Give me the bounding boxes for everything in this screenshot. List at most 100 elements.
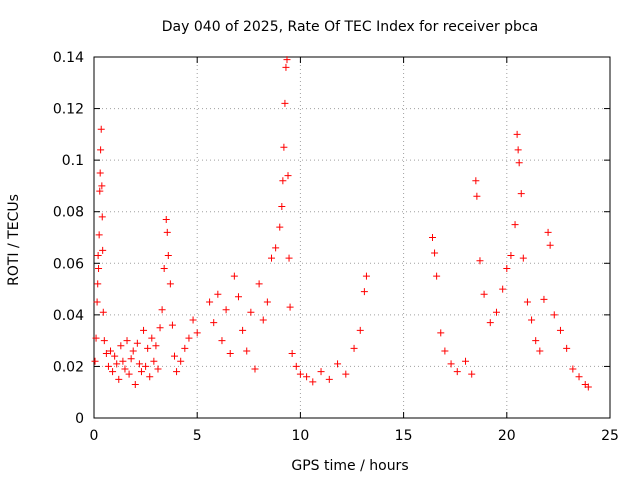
data-point bbox=[433, 272, 441, 280]
data-point bbox=[142, 362, 150, 370]
data-point bbox=[96, 169, 104, 177]
data-point bbox=[247, 308, 255, 316]
data-point bbox=[177, 357, 185, 365]
data-point bbox=[137, 368, 145, 376]
data-point bbox=[170, 352, 178, 360]
data-point bbox=[158, 306, 166, 314]
data-point bbox=[96, 187, 104, 195]
data-point bbox=[95, 231, 103, 239]
data-point bbox=[513, 130, 521, 138]
data-point bbox=[569, 365, 577, 373]
data-point bbox=[511, 221, 519, 229]
data-point bbox=[255, 280, 263, 288]
y-tick-label: 0.02 bbox=[53, 359, 84, 375]
data-point bbox=[129, 347, 137, 355]
data-point bbox=[123, 337, 131, 345]
data-point bbox=[303, 373, 311, 381]
data-point bbox=[111, 352, 119, 360]
data-point bbox=[95, 264, 103, 272]
data-point bbox=[532, 337, 540, 345]
data-point bbox=[360, 288, 368, 296]
data-point bbox=[131, 380, 139, 388]
data-point bbox=[563, 344, 571, 352]
data-point bbox=[362, 272, 370, 280]
data-point bbox=[317, 368, 325, 376]
data-point bbox=[218, 337, 226, 345]
data-point bbox=[519, 254, 527, 262]
data-point bbox=[550, 311, 558, 319]
data-point bbox=[92, 334, 100, 342]
data-point bbox=[163, 228, 171, 236]
data-point bbox=[164, 252, 172, 260]
data-point bbox=[278, 203, 286, 211]
x-tick-label: 10 bbox=[291, 428, 309, 444]
data-point bbox=[148, 334, 156, 342]
data-point bbox=[486, 319, 494, 327]
data-point bbox=[536, 347, 544, 355]
data-point bbox=[282, 63, 290, 71]
data-point bbox=[431, 249, 439, 257]
grid bbox=[94, 57, 610, 418]
data-point bbox=[499, 285, 507, 293]
data-point bbox=[575, 373, 583, 381]
x-tick-label: 5 bbox=[193, 428, 202, 444]
data-point bbox=[517, 190, 525, 198]
data-point bbox=[97, 146, 105, 154]
x-tick-label: 25 bbox=[601, 428, 619, 444]
data-point bbox=[453, 368, 461, 376]
data-point bbox=[334, 360, 342, 368]
data-point bbox=[523, 298, 531, 306]
data-point bbox=[121, 365, 129, 373]
data-point bbox=[468, 370, 476, 378]
x-tick-label: 15 bbox=[395, 428, 413, 444]
y-axis-label: ROTI / TECUs bbox=[6, 194, 22, 286]
data-point bbox=[210, 319, 218, 327]
data-point bbox=[243, 347, 251, 355]
data-point bbox=[472, 177, 480, 185]
data-point bbox=[185, 334, 193, 342]
data-point bbox=[154, 365, 162, 373]
data-point bbox=[447, 360, 455, 368]
data-point bbox=[146, 373, 154, 381]
data-point bbox=[99, 308, 107, 316]
y-tick-label: 0 bbox=[75, 411, 84, 427]
data-point bbox=[222, 306, 230, 314]
data-point bbox=[268, 254, 276, 262]
data-point bbox=[288, 350, 296, 358]
data-points bbox=[91, 56, 592, 391]
data-point bbox=[556, 326, 564, 334]
y-tick-label: 0.08 bbox=[53, 205, 84, 221]
data-point bbox=[437, 329, 445, 337]
data-point bbox=[125, 370, 133, 378]
data-point bbox=[98, 213, 106, 221]
data-point bbox=[514, 146, 522, 154]
data-point bbox=[325, 375, 333, 383]
data-point bbox=[150, 357, 158, 365]
x-axis-label: GPS time / hours bbox=[291, 458, 408, 474]
data-point bbox=[97, 125, 105, 133]
data-point bbox=[99, 246, 107, 254]
data-point bbox=[251, 365, 259, 373]
data-point bbox=[528, 316, 536, 324]
data-point bbox=[476, 257, 484, 265]
data-point bbox=[140, 326, 148, 334]
data-point bbox=[168, 321, 176, 329]
data-point bbox=[127, 355, 135, 363]
data-point bbox=[441, 347, 449, 355]
data-point bbox=[356, 326, 364, 334]
data-point bbox=[173, 368, 181, 376]
data-point bbox=[462, 357, 470, 365]
y-tick-label: 0.04 bbox=[53, 308, 84, 324]
data-point bbox=[309, 378, 317, 386]
data-point bbox=[285, 254, 293, 262]
data-point bbox=[276, 223, 284, 231]
data-point bbox=[283, 56, 291, 64]
data-point bbox=[226, 350, 234, 358]
data-point bbox=[94, 280, 102, 288]
data-point bbox=[189, 316, 197, 324]
data-point bbox=[102, 350, 110, 358]
data-point bbox=[109, 368, 117, 376]
plot-frame bbox=[93, 56, 611, 419]
data-point bbox=[160, 264, 168, 272]
data-point bbox=[193, 329, 201, 337]
